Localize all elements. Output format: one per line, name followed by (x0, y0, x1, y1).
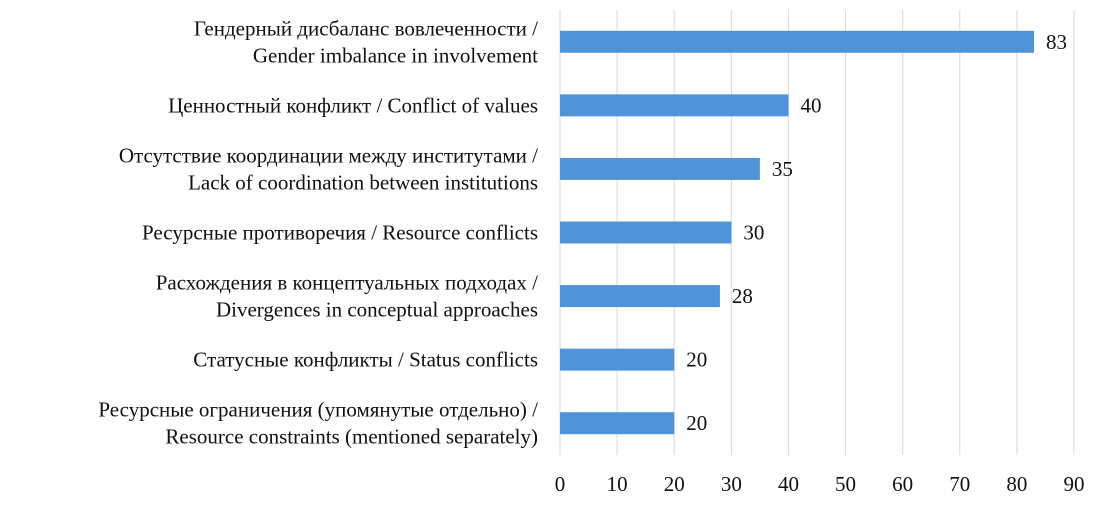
bar (560, 348, 675, 371)
bars (560, 30, 1035, 435)
x-tick-label: 90 (1064, 472, 1085, 496)
category-label: Ресурсные ограничения (упомянутые отдель… (98, 398, 538, 422)
category-label: Gender imbalance in involvement (253, 43, 538, 67)
category-label: Гендерный дисбаланс вовлеченности / (194, 16, 538, 40)
category-label: Статусные конфликты / Status conflicts (193, 348, 538, 372)
x-tick-label: 0 (555, 472, 566, 496)
bar (560, 221, 732, 244)
category-label: Отсутствие координации между институтами… (119, 143, 538, 167)
x-tick-label: 60 (892, 472, 913, 496)
data-label: 20 (686, 348, 707, 372)
x-tick-label: 70 (949, 472, 970, 496)
bar (560, 157, 760, 180)
category-label: Ценностный конфликт / Conflict of values (168, 93, 538, 117)
x-tick-label: 30 (721, 472, 742, 496)
category-labels: Гендерный дисбаланс вовлеченности / Gende… (98, 16, 538, 448)
category-label: Расхождения в концептуальных подходах / (156, 271, 538, 295)
data-label: 83 (1046, 30, 1067, 54)
bar (560, 30, 1035, 53)
x-axis-ticks: 0 10 20 30 40 50 60 70 80 90 (555, 472, 1085, 496)
data-label: 20 (686, 411, 707, 435)
category-label: Resource constraints (mentioned separate… (165, 425, 538, 449)
category-label: Ресурсные противоречия / Resource confli… (142, 221, 538, 245)
bar (560, 285, 720, 308)
data-label: 40 (800, 93, 821, 117)
category-label: Divergences in conceptual approaches (216, 298, 538, 322)
x-tick-label: 20 (664, 472, 685, 496)
bar (560, 412, 675, 435)
data-label: 28 (732, 284, 753, 308)
data-label: 30 (743, 221, 764, 245)
gridlines (616, 10, 1075, 455)
x-tick-label: 80 (1006, 472, 1027, 496)
x-tick-label: 40 (778, 472, 799, 496)
data-label: 35 (772, 157, 793, 181)
data-labels: 83 40 35 30 28 20 20 (686, 30, 1067, 435)
category-label: Lack of coordination between institution… (188, 170, 538, 194)
x-tick-label: 10 (607, 472, 628, 496)
bar (560, 94, 789, 117)
x-tick-label: 50 (835, 472, 856, 496)
